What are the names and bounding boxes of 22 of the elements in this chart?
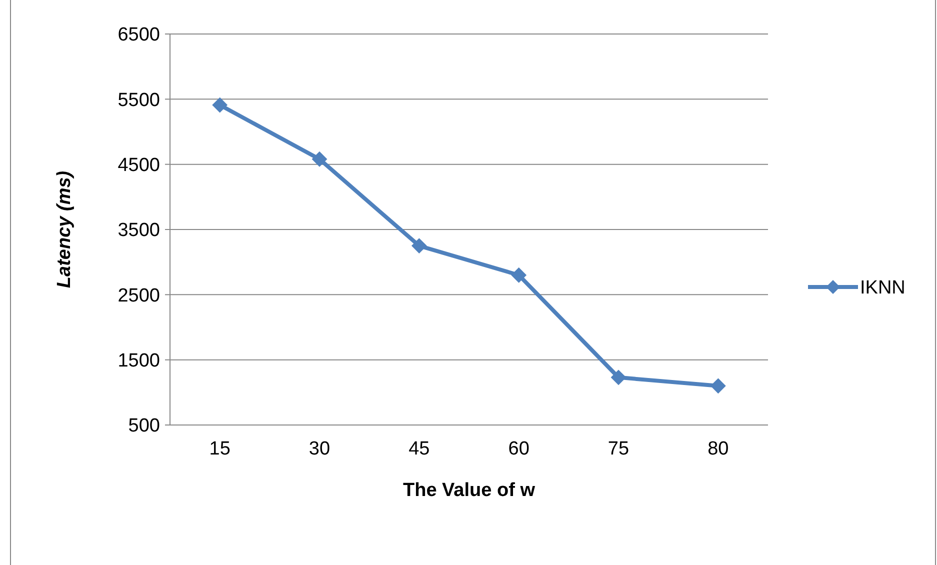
x-tick-label: 30 (308, 438, 330, 460)
x-tick-label: 75 (608, 438, 630, 460)
y-tick-label: 2500 (118, 285, 160, 306)
y-tick-label: 6500 (118, 24, 160, 46)
point (710, 378, 726, 394)
y-tick-label: 3500 (118, 220, 160, 242)
x-tick-label: 80 (708, 438, 729, 460)
point (312, 152, 327, 167)
point (511, 268, 526, 283)
point (611, 370, 626, 385)
y-tick-label: 4500 (118, 154, 160, 176)
y-tick-label: 500 (128, 416, 160, 437)
point (212, 98, 228, 113)
y-axis-title: Latency (ms) (54, 170, 75, 288)
x-tick-label: 60 (508, 438, 530, 460)
x-axis-title: The Value of w (403, 480, 536, 501)
legend-label: IKNN (860, 278, 906, 299)
y-tick-label: 5500 (118, 90, 160, 111)
point (412, 238, 427, 254)
x-tick-label: 15 (209, 438, 230, 460)
x-tick-label: 45 (408, 438, 430, 460)
y-tick-label: 1500 (118, 350, 160, 372)
